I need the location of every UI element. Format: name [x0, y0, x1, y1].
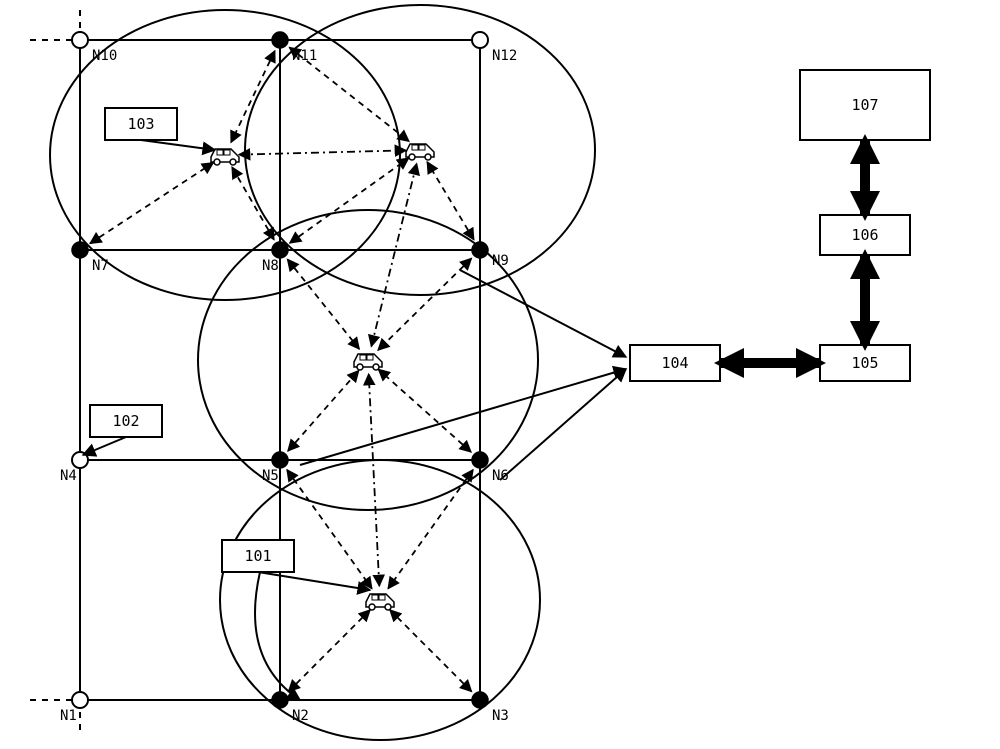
pointer-to-104 — [300, 369, 626, 465]
edge — [288, 610, 370, 692]
box-layer: 101 102 103 104 105 106 107 — [83, 70, 930, 590]
diagram-canvas: N1 N2 N3 N4 N5 N6 N7 N8 N9 N10 N11 N12 101 102 103 104… — [0, 0, 1000, 749]
label-text: 102 — [112, 412, 139, 430]
pointer-to-104 — [460, 270, 626, 357]
node-label: N12 — [492, 48, 517, 64]
node-label: N1 — [60, 708, 77, 724]
edge — [287, 259, 359, 349]
edge — [388, 470, 473, 589]
label-text: 105 — [851, 354, 878, 372]
node-label: N2 — [292, 708, 309, 724]
edge — [287, 470, 372, 589]
edge — [378, 258, 471, 350]
node-N11 — [272, 32, 288, 48]
node-N7 — [72, 242, 88, 258]
label-text: 107 — [851, 96, 878, 114]
node-label: N4 — [60, 468, 77, 484]
label-pointer — [83, 437, 126, 455]
vehicle-icon — [406, 144, 434, 160]
pointer-101 — [255, 572, 300, 700]
edge — [390, 610, 472, 692]
vehicle-icon — [366, 594, 394, 610]
label-pointer — [141, 140, 215, 150]
edge — [90, 163, 213, 244]
pointer-to-104 — [500, 369, 626, 480]
node-N1 — [72, 692, 88, 708]
node-N10 — [72, 32, 88, 48]
node-label: N8 — [262, 258, 279, 274]
node-N8 — [272, 242, 288, 258]
node-N5 — [272, 452, 288, 468]
node-label: N11 — [292, 48, 317, 64]
node-N12 — [472, 32, 488, 48]
node-N9 — [472, 242, 488, 258]
label-text: 103 — [127, 115, 154, 133]
edge — [231, 51, 275, 143]
edge — [378, 369, 471, 452]
node-label: N5 — [262, 468, 279, 484]
edge — [232, 167, 274, 239]
vehicle-icon — [211, 149, 239, 165]
node-N2 — [272, 692, 288, 708]
node-N6 — [472, 452, 488, 468]
label-text: 106 — [851, 226, 878, 244]
node-label: N9 — [492, 253, 509, 269]
node-label: N10 — [92, 48, 117, 64]
label-text: 101 — [244, 547, 271, 565]
node-N3 — [472, 692, 488, 708]
label-pointer — [258, 572, 370, 590]
edge — [239, 150, 406, 154]
node-label: N3 — [492, 708, 509, 724]
vehicle-icon — [354, 354, 382, 370]
node-label: N7 — [92, 258, 109, 274]
edge — [369, 374, 380, 586]
node-label: N6 — [492, 468, 509, 484]
edge — [288, 371, 359, 451]
label-text: 104 — [661, 354, 688, 372]
edge-layer — [90, 47, 626, 700]
